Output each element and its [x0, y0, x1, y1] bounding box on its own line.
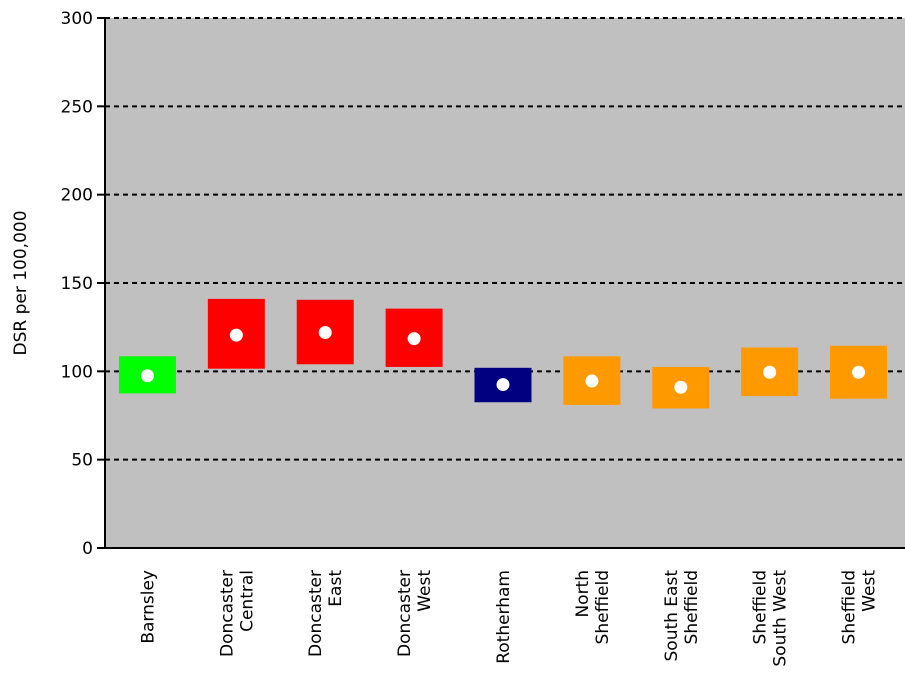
category-label-line: Rotherham [494, 570, 514, 664]
value-point [496, 378, 510, 392]
value-point [318, 325, 332, 339]
value-point [407, 332, 421, 346]
y-tick-label: 200 [61, 186, 93, 206]
category-label: Rotherham [494, 570, 514, 664]
category-label-line: Doncaster [217, 570, 237, 657]
category-label: Doncaster Central [217, 570, 257, 657]
y-tick-label: 0 [82, 539, 93, 559]
y-tick-label: 250 [61, 97, 93, 117]
y-axis-ticks: 0 50 100 150 200 250 300 [61, 9, 105, 559]
value-point [763, 365, 777, 379]
value-point [674, 380, 688, 394]
category-label-line: Doncaster [306, 570, 326, 657]
category-label-line: Sheffield [593, 570, 613, 644]
category-label-line: Sheffield [751, 570, 771, 644]
value-point [585, 374, 599, 388]
category-label-line: East [326, 570, 346, 607]
value-point [140, 369, 154, 383]
category-label-line: Barnsley [138, 570, 158, 644]
y-tick-label: 50 [71, 451, 93, 471]
category-label-line: Sheffield [682, 570, 702, 644]
category-label-line: West [415, 570, 435, 612]
category-label-line: Sheffield [840, 570, 860, 644]
category-label-line: North [573, 570, 593, 618]
category-label: Sheffield West [840, 570, 880, 645]
category-label: South East Sheffield [662, 570, 702, 662]
value-point [229, 328, 243, 342]
category-label: Doncaster West [395, 570, 435, 657]
category-label-line: Central [237, 570, 257, 632]
category-label-line: South West [771, 570, 791, 667]
y-tick-label: 100 [61, 362, 93, 382]
category-label: Sheffield South West [751, 570, 791, 667]
category-label-line: Doncaster [395, 570, 415, 657]
category-label: Doncaster East [306, 570, 346, 657]
x-axis-labels: Barnsley Doncaster Central Doncaster East Don… [138, 570, 879, 667]
data-points [140, 325, 866, 394]
y-tick-label: 300 [61, 9, 93, 29]
category-label: Barnsley [138, 570, 158, 644]
category-label: North Sheffield [573, 570, 613, 644]
value-point [852, 365, 866, 379]
y-axis-title: DSR per 100,000 [11, 210, 31, 355]
category-label-line: West [860, 570, 880, 612]
y-tick-label: 150 [61, 274, 93, 294]
category-label-line: South East [662, 570, 682, 662]
